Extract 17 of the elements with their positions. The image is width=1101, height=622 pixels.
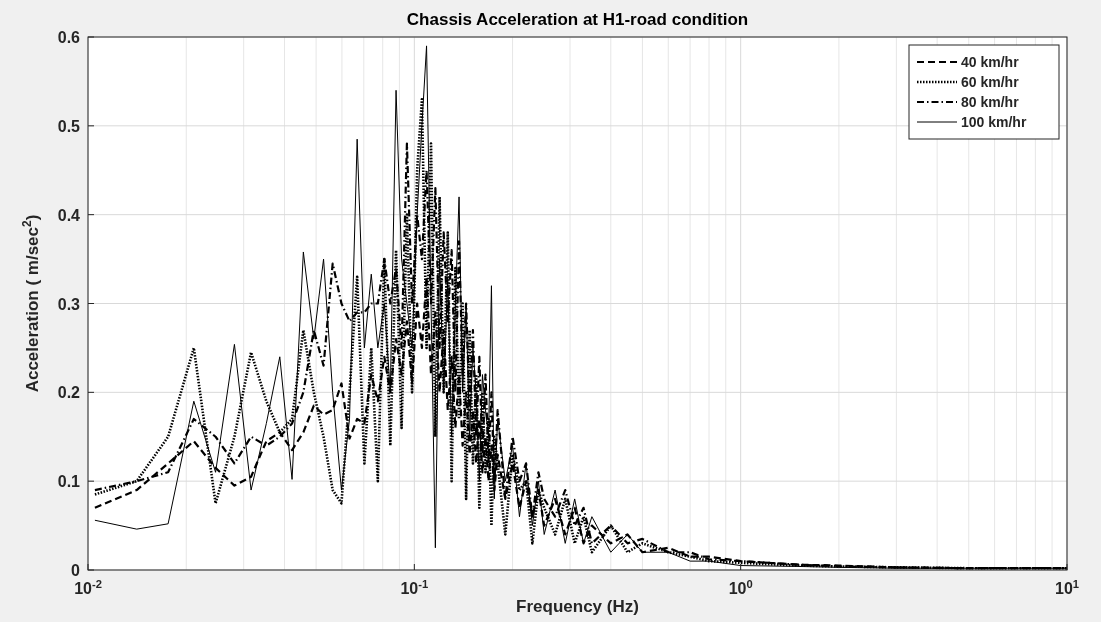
legend-label: 60 km/hr [961,74,1020,90]
y-tick-label: 0.3 [57,295,81,313]
y-tick-label: 0.6 [57,29,81,46]
x-tick-label: 10$^{-2}$ [74,578,102,597]
y-tick-label: 0.2 [57,384,81,402]
chart-title: Chassis Acceleration at H1-road condition [406,10,749,29]
x-tick-label: 10$^{0}$ [728,578,753,597]
legend-label: 40 km/hr [961,54,1020,70]
y-tick-label: 0 [71,562,81,579]
y-tick-label: 0.4 [57,206,81,224]
x-tick-label: 10$^{1}$ [1054,578,1080,597]
y-tick-label: 0.5 [57,117,81,135]
legend-label: 80 km/hr [961,94,1020,110]
x-tick-label: 10$^{-1}$ [400,578,429,597]
x-axis-title: Frequency (Hz) [516,597,639,616]
y-tick-label: 0.1 [57,473,81,491]
legend-label: 100 km/hr [961,114,1027,130]
